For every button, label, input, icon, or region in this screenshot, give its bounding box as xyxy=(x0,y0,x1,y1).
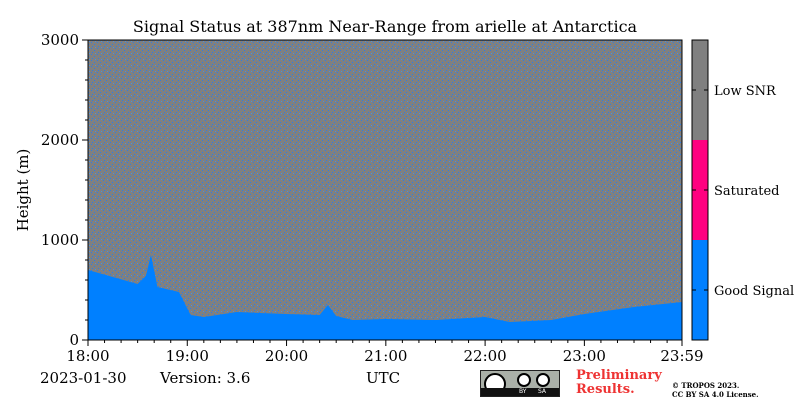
license-text: CC BY SA 4.0 License. xyxy=(672,390,759,399)
results-text: Results. xyxy=(576,382,635,397)
copyright-notice: © TROPOS 2023. CC BY SA 4.0 License. xyxy=(672,381,759,399)
colorbar-segment xyxy=(692,240,708,340)
x-tick-label: 19:00 xyxy=(166,347,209,365)
y-tick-label: 2000 xyxy=(41,131,79,149)
x-tick-label: 18:00 xyxy=(66,347,109,365)
plot-frame xyxy=(87,39,683,341)
version-label: Version: 3.6 xyxy=(160,369,251,387)
colorbar-label: Saturated xyxy=(714,184,779,199)
x-tick-label: 23:59 xyxy=(660,347,703,365)
low-snr-region xyxy=(88,40,682,340)
badge-by-text: BY xyxy=(519,388,527,395)
colorbar-segment xyxy=(692,40,708,140)
y-tick-label: 0 xyxy=(69,331,79,349)
colorbar-frame xyxy=(691,39,709,341)
preliminary-text: Preliminary xyxy=(576,368,662,383)
x-axis-label: UTC xyxy=(366,369,401,387)
badge-sa-text: SA xyxy=(538,388,547,395)
x-tick-label: 20:00 xyxy=(265,347,308,365)
good-signal-region xyxy=(88,255,682,340)
colorbar-label: Low SNR xyxy=(714,84,777,99)
cc-license-badge: BY SA xyxy=(480,370,560,397)
x-tick-label: 22:00 xyxy=(463,347,506,365)
copyright-text: © TROPOS 2023. xyxy=(672,381,740,390)
y-axis-label: Height (m) xyxy=(14,149,32,232)
x-tick-label: 21:00 xyxy=(364,347,407,365)
by-icon xyxy=(517,373,531,387)
chart-title: Signal Status at 387nm Near-Range from a… xyxy=(132,17,638,36)
preliminary-notice: Preliminary Results. xyxy=(576,369,662,397)
x-tick-label: 23:00 xyxy=(563,347,606,365)
sa-icon xyxy=(536,373,550,387)
colorbar-segment xyxy=(692,140,708,240)
y-tick-label: 1000 xyxy=(41,231,79,249)
date-label: 2023-01-30 xyxy=(40,369,127,387)
y-tick-label: 3000 xyxy=(41,31,79,49)
colorbar-label: Good Signal xyxy=(714,284,794,299)
